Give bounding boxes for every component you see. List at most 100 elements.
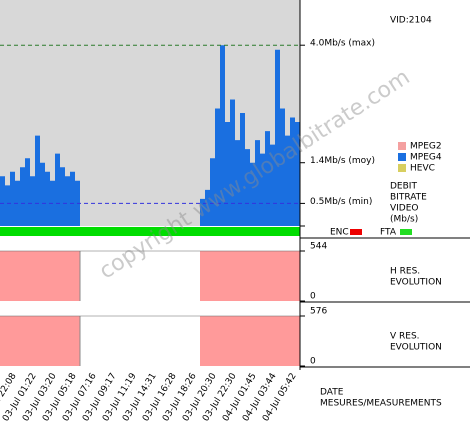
legend-label: HEVC xyxy=(410,164,435,174)
bar xyxy=(225,251,231,301)
bar xyxy=(255,251,261,301)
bar xyxy=(235,316,241,366)
status-label: ENC xyxy=(330,228,349,238)
panel-title: EVOLUTION xyxy=(390,278,442,288)
bar xyxy=(250,251,256,301)
bar xyxy=(50,316,56,366)
bar xyxy=(20,251,26,301)
bar xyxy=(270,251,276,301)
bar xyxy=(215,316,221,366)
bar xyxy=(70,316,76,366)
panel-title: (Mb/s) xyxy=(390,215,418,225)
bar xyxy=(290,251,296,301)
bar xyxy=(55,251,61,301)
bar xyxy=(75,251,81,301)
bar xyxy=(245,316,251,366)
panel-title: BITRATE xyxy=(390,193,427,203)
bar xyxy=(60,251,66,301)
panel-title: H RES. xyxy=(390,267,420,277)
bar xyxy=(225,316,231,366)
bar xyxy=(70,251,76,301)
bar xyxy=(220,316,226,366)
legend-swatch xyxy=(398,153,406,161)
bar xyxy=(25,251,31,301)
bar xyxy=(45,316,51,366)
bar xyxy=(40,316,46,366)
legend-swatch xyxy=(398,142,406,150)
bar xyxy=(210,251,216,301)
bar xyxy=(260,316,266,366)
bar xyxy=(35,316,41,366)
panel-title: VIDEO xyxy=(390,204,419,214)
bar xyxy=(275,251,281,301)
bar xyxy=(240,316,246,366)
panel-title: V RES. xyxy=(390,332,420,342)
area xyxy=(0,45,300,227)
bar xyxy=(10,316,16,366)
bar xyxy=(50,251,56,301)
bar xyxy=(230,316,236,366)
bar xyxy=(290,316,296,366)
bar xyxy=(210,316,216,366)
y-tick-label: 544 xyxy=(310,242,327,252)
status-bar xyxy=(0,227,300,236)
y-tick-label: 0 xyxy=(310,292,316,302)
bar xyxy=(270,316,276,366)
bar xyxy=(0,251,6,301)
bar xyxy=(45,251,51,301)
bar xyxy=(285,251,291,301)
bar xyxy=(0,316,6,366)
bar xyxy=(255,316,261,366)
bar xyxy=(200,316,206,366)
bar xyxy=(20,316,26,366)
bar xyxy=(35,251,41,301)
reference-label: 4.0Mb/s (max) xyxy=(310,39,375,49)
bar xyxy=(10,251,16,301)
x-axis-title: DATE xyxy=(320,388,344,398)
legend-label: MPEG2 xyxy=(410,142,442,152)
legend-swatch xyxy=(398,164,406,172)
bar xyxy=(295,251,301,301)
panel-title: DEBIT xyxy=(390,182,417,192)
x-axis-title: MESURES/MEASUREMENTS xyxy=(320,399,442,409)
bar xyxy=(250,316,256,366)
bar xyxy=(220,251,226,301)
y-tick-label: 576 xyxy=(310,307,327,317)
legend-label: MPEG4 xyxy=(410,153,442,163)
y-tick-label: 0 xyxy=(310,357,316,367)
bar xyxy=(205,316,211,366)
bar xyxy=(30,316,36,366)
bar xyxy=(5,251,11,301)
bar xyxy=(235,251,241,301)
bar xyxy=(280,251,286,301)
bar xyxy=(65,251,71,301)
bar xyxy=(60,316,66,366)
bar xyxy=(15,316,21,366)
bar xyxy=(200,251,206,301)
bar xyxy=(75,316,81,366)
panel-title: EVOLUTION xyxy=(390,343,442,353)
bar xyxy=(245,251,251,301)
bar xyxy=(265,316,271,366)
bar xyxy=(260,251,266,301)
bar xyxy=(65,316,71,366)
bar xyxy=(215,251,221,301)
bar xyxy=(280,316,286,366)
reference-label: 1.4Mb/s (moy) xyxy=(310,156,375,166)
bar xyxy=(205,251,211,301)
bar xyxy=(285,316,291,366)
bar xyxy=(40,251,46,301)
bar xyxy=(5,316,11,366)
bar xyxy=(30,251,36,301)
status-swatch xyxy=(350,229,362,235)
bar xyxy=(295,316,301,366)
status-label: FTA xyxy=(380,228,397,238)
bar xyxy=(265,251,271,301)
bar xyxy=(240,251,246,301)
bar xyxy=(55,316,61,366)
status-swatch xyxy=(400,229,412,235)
bar xyxy=(15,251,21,301)
reference-label: 0.5Mb/s (min) xyxy=(310,197,372,207)
bar xyxy=(25,316,31,366)
